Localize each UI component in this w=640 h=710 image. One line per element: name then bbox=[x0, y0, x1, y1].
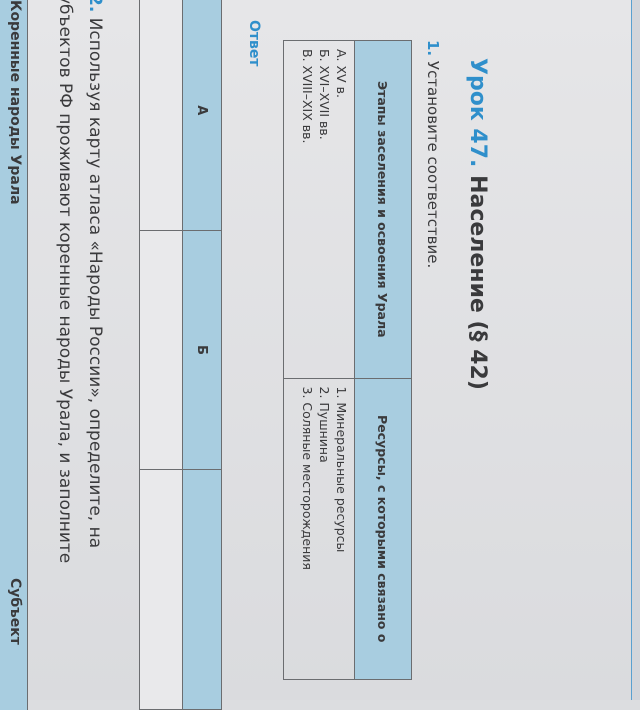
header-resources: Ресурсы, с которыми связано о bbox=[354, 378, 412, 680]
resource-3: 3. Соляные месторождения bbox=[300, 386, 315, 570]
answer-cell-a[interactable] bbox=[139, 0, 183, 231]
task1-number: 1. bbox=[424, 40, 442, 57]
header-subject: Субъект bbox=[7, 578, 23, 645]
answer-label: Ответ bbox=[246, 20, 262, 67]
lesson-title: Урок 47. Население (§ 42) bbox=[465, 58, 490, 390]
peoples-table-header: Коренные народы Урала Субъект bbox=[0, 0, 28, 710]
lesson-label: Урок 47. bbox=[465, 58, 490, 168]
answer-table: А Б bbox=[139, 0, 222, 710]
resource-2: 2. Пушнина bbox=[317, 386, 332, 463]
answer-col-b: Б bbox=[182, 230, 222, 470]
page-edge bbox=[631, 0, 640, 700]
header-stages: Этапы заселения и освоения Урала bbox=[354, 40, 412, 378]
stages-cell: А. XV в. Б. XVI–XVII вв. В. XVIII–XIX вв… bbox=[283, 40, 355, 378]
task2-number: 2. bbox=[85, 0, 105, 13]
task1-text: Установите соответствие. bbox=[424, 60, 442, 269]
resources-cell: 1. Минеральные ресурсы 2. Пушнина 3. Сол… bbox=[283, 378, 355, 680]
header-peoples: Коренные народы Урала bbox=[7, 0, 23, 205]
stage-b: Б. XVI–XVII вв. bbox=[317, 49, 332, 140]
answer-col-a: А bbox=[182, 0, 222, 231]
task2-line2: убъектов РФ проживают коренные народы Ур… bbox=[55, 0, 75, 564]
stage-a: А. XV в. bbox=[334, 49, 349, 98]
lesson-name: Население (§ 42) bbox=[465, 175, 490, 390]
answer-col-c bbox=[182, 469, 222, 710]
resource-1: 1. Минеральные ресурсы bbox=[334, 386, 349, 553]
task2-prompt: 2. Используя карту атласа «Народы России… bbox=[50, 0, 110, 563]
matching-table: Этапы заселения и освоения Урала Ресурсы… bbox=[283, 40, 412, 680]
answer-cell-c[interactable] bbox=[139, 469, 183, 710]
answer-cell-b[interactable] bbox=[139, 230, 183, 470]
task2-line1: Используя карту атласа «Народы России», … bbox=[85, 17, 105, 549]
stage-c: В. XVIII–XIX вв. bbox=[300, 49, 315, 144]
task1-prompt: 1. Установите соответствие. bbox=[424, 40, 442, 268]
